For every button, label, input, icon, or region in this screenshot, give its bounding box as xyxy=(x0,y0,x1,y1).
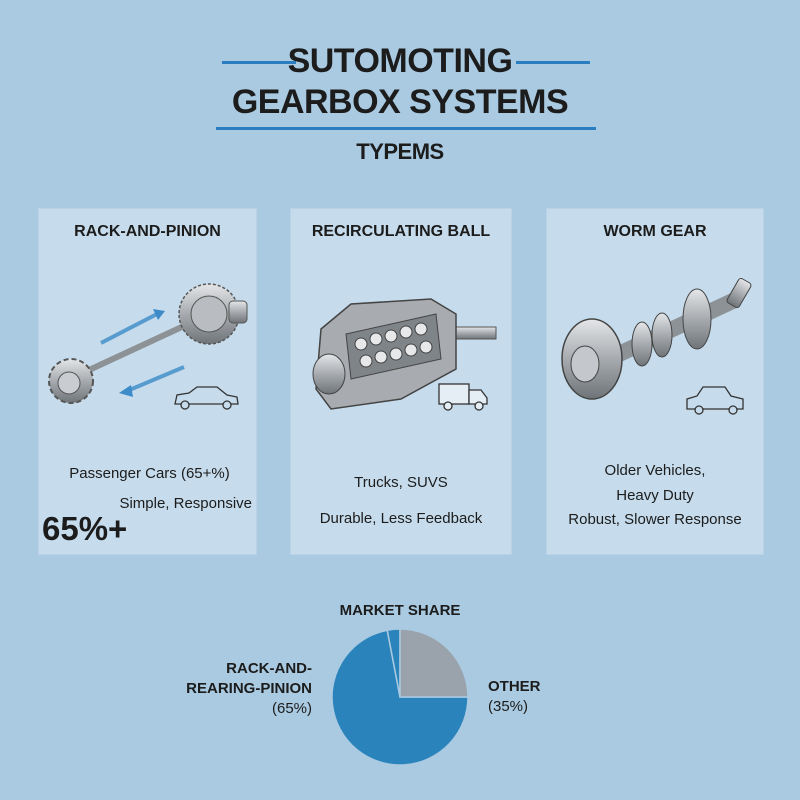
card-traits: Robust, Slower Response xyxy=(568,511,742,528)
market-share-pie xyxy=(331,628,469,766)
car-icon xyxy=(174,386,239,410)
pie-label-rack-line2: REARING-PINION xyxy=(186,680,312,697)
card-title: RACK-AND-PINION xyxy=(74,223,221,240)
card-worm-gear: WORM GEAR Older Vehicles, Heavy Duty Rob… xyxy=(546,208,764,555)
card-traits: Durable, Less Feedback xyxy=(319,510,483,527)
card-usage-line1: Older Vehicles, xyxy=(604,462,706,479)
pie-label-other-pct: (35%) xyxy=(488,698,529,715)
card-title: RECIRCULATING BALL xyxy=(311,223,491,240)
arrow-up-icon xyxy=(153,309,165,320)
title-rule-right xyxy=(516,61,590,64)
card-rack-and-pinion: RACK-AND-PINION Passenger Cars (65+%) Si… xyxy=(38,208,257,555)
card-traits: Simple, Responsive xyxy=(119,495,252,512)
big-stat: 65%+ xyxy=(42,510,128,547)
card-usage: Passenger Cars (65+%) xyxy=(69,465,230,482)
pie-label-other: OTHER (35%) xyxy=(488,677,541,717)
pie-label-rack-line1: RACK-AND- xyxy=(226,660,312,677)
pie-title: MARKET SHARE xyxy=(339,602,461,619)
page-title-line2: GEARBOX SYSTEMS xyxy=(231,83,569,121)
pie-label-rack-pct: (65%) xyxy=(271,700,312,717)
pie-label-other-name: OTHER xyxy=(488,678,541,695)
card-title: WORM GEAR xyxy=(603,223,707,240)
arrow-down-icon xyxy=(119,385,133,397)
card-recirculating-ball: RECIRCULATING BALL Trucks, SUVS Durable,… xyxy=(290,208,512,555)
card-usage-line2: Heavy Duty xyxy=(616,487,694,504)
rack-and-pinion-illustration xyxy=(48,283,248,410)
page-subtitle: TYPEMS xyxy=(356,139,444,164)
card-usage: Trucks, SUVS xyxy=(354,474,448,491)
recirculating-ball-illustration xyxy=(312,298,497,411)
title-rule-left xyxy=(222,61,296,64)
pie-label-rack: RACK-AND- REARING-PINION (65%) xyxy=(186,659,312,719)
page-title-line1: SUTOMOTING xyxy=(287,42,513,80)
truck-icon xyxy=(438,383,488,411)
car-icon xyxy=(686,386,744,415)
pie-slice-2 xyxy=(399,628,469,698)
worm-gear-illustration xyxy=(561,277,752,415)
title-underline xyxy=(216,127,596,130)
